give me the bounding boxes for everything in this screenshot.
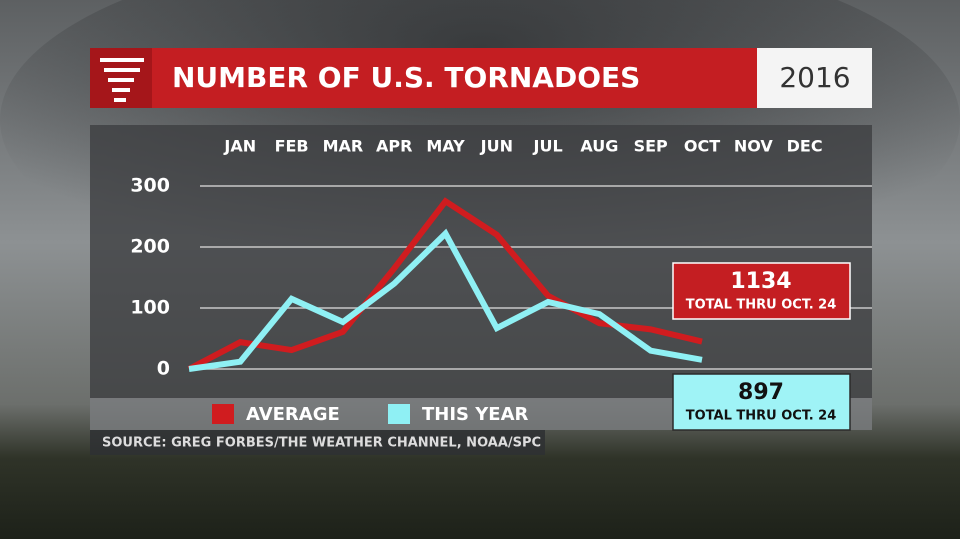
y-tick-label: 200 — [130, 236, 170, 258]
x-tick-label: JUN — [480, 137, 513, 156]
total-label: TOTAL THRU OCT. 24 — [686, 409, 837, 424]
year: 2016 — [779, 61, 850, 94]
total-box — [672, 373, 851, 431]
total-value: 1134 — [730, 269, 791, 294]
chart-title: NUMBER OF U.S. TORNADOES — [172, 61, 640, 94]
legend-swatch — [212, 404, 234, 424]
legend-label: AVERAGE — [246, 404, 340, 425]
x-tick-label: JUL — [533, 137, 563, 156]
logo-icon — [100, 58, 144, 102]
x-tick-label: AUG — [580, 137, 618, 156]
source: SOURCE: GREG FORBES/THE WEATHER CHANNEL,… — [102, 436, 541, 451]
x-tick-label: NOV — [734, 137, 774, 156]
legend-swatch — [388, 404, 410, 424]
x-tick-label: OCT — [684, 137, 720, 156]
total-label: TOTAL THRU OCT. 24 — [686, 298, 837, 313]
x-tick-label: APR — [376, 137, 412, 156]
year-box — [757, 48, 872, 108]
y-tick-label: 300 — [130, 175, 170, 197]
total-box — [672, 262, 851, 320]
x-tick-label: SEP — [634, 137, 668, 156]
total-value: 897 — [738, 380, 784, 405]
y-tick-label: 100 — [130, 297, 170, 319]
y-tick-label: 0 — [157, 358, 170, 380]
x-tick-label: MAR — [323, 137, 364, 156]
x-tick-label: MAY — [426, 137, 465, 156]
legend-label: THIS YEAR — [422, 404, 529, 425]
source-box — [90, 430, 545, 455]
x-tick-label: JAN — [223, 137, 256, 156]
x-tick-label: FEB — [275, 137, 309, 156]
series-line — [188, 228, 703, 372]
x-tick-label: DEC — [787, 137, 823, 156]
title-bar — [90, 48, 757, 108]
